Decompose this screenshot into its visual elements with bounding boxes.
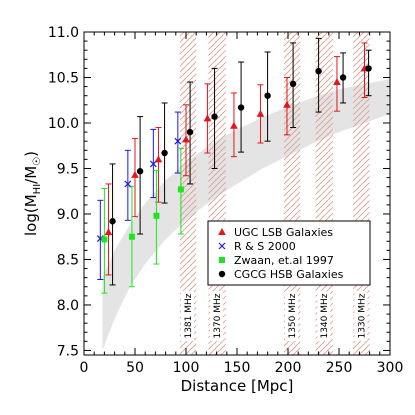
data-point-circle (237, 104, 245, 111)
data-point-triangle (104, 228, 113, 236)
data-point-cross-stroke (149, 160, 157, 168)
markers-layer (96, 64, 372, 243)
y-tick-label: 8.5 (57, 252, 79, 268)
legend-marker-triangle (218, 228, 226, 235)
data-point-cross (174, 137, 182, 145)
data-point-triangle (283, 100, 291, 108)
frequency-band-label-group: 1381 MHz (181, 291, 194, 341)
frequency-band-label: 1330 MHz (357, 293, 367, 338)
data-point-triangle (230, 121, 238, 129)
legend-marker-circle (218, 270, 226, 278)
sensitivity-band (102, 79, 391, 351)
data-point-circle (161, 149, 168, 157)
legend-label: CGCG HSB Galaxies (234, 268, 344, 281)
frequency-band-label-group: 1370 MHz (210, 291, 224, 341)
data-point-triangle (154, 155, 163, 163)
x-tick-label: 250 (326, 360, 353, 376)
data-point-cross-stroke (124, 180, 132, 188)
x-tick-label: 50 (126, 360, 144, 376)
data-point-square (153, 212, 160, 219)
x-tick-label: 100 (173, 360, 200, 376)
data-point-triangle (203, 114, 212, 122)
legend-box (207, 220, 371, 286)
data-point-triangle (333, 78, 341, 86)
data-point-triangle (256, 109, 265, 117)
data-point-triangle (182, 135, 190, 143)
data-point-triangle (131, 170, 139, 178)
x-axis-title: Distance [Mpc] (181, 377, 294, 395)
sensitivity-band-layer (102, 79, 391, 351)
frequency-band-label-bg (285, 291, 299, 341)
x-tick-label: 300 (377, 360, 404, 376)
frequency-band-label-group: 1340 MHz (317, 291, 331, 341)
legend-label: R & S 2000 (234, 240, 296, 253)
x-tick-label: 150 (224, 360, 251, 376)
frequency-band-label: 1370 MHz (213, 293, 223, 338)
frequency-band-label-bg (354, 291, 368, 341)
data-point-circle (109, 218, 116, 225)
frequency-band (179, 32, 197, 355)
data-point-square (177, 186, 184, 193)
y-tick-label: 9.5 (57, 161, 79, 177)
frequency-band-label: 1340 MHz (320, 293, 330, 338)
x-tick-label: 0 (80, 360, 89, 376)
legend-marker-cross (218, 242, 226, 250)
frequency-band-label-group: 1330 MHz (354, 291, 368, 341)
data-point-cross-stroke (174, 137, 182, 145)
y-tick-label: 8.0 (57, 298, 79, 314)
data-point-cross (149, 160, 157, 168)
data-point-circle (136, 168, 144, 175)
x-tick-label: 200 (275, 360, 302, 376)
data-point-circle (264, 92, 271, 99)
legend-marker-square (219, 257, 225, 263)
y-tick-label: 9.0 (57, 207, 79, 223)
legend-label: Zwaan, et.al 1997 (234, 254, 334, 267)
data-point-square (128, 233, 135, 240)
y-axis-title: log(MHI/M☉) (22, 151, 43, 236)
frequency-band-label: 1350 MHz (288, 293, 298, 338)
y-tick-label: 11.0 (48, 25, 79, 41)
data-point-circle (315, 67, 322, 75)
axes-layer: 0 50 100 150 200 250 300 7.5 8.0 8.5 9.0 9.5 10.0 10.… (22, 25, 403, 395)
y-tick-label: 10.5 (48, 70, 79, 86)
data-point-circle (289, 80, 297, 88)
frequency-band-label-bg (317, 291, 331, 341)
frequency-band-label: 1381 MHz (184, 293, 194, 338)
data-point-square (101, 236, 108, 243)
legend-marker-cross-stroke (218, 242, 226, 250)
y-tick-label: 10.0 (48, 116, 79, 132)
data-point-circle (365, 65, 372, 72)
legend-label: UGC LSB Galaxies (234, 226, 333, 239)
data-point-circle (211, 113, 218, 120)
data-point-circle (339, 74, 347, 81)
frequency-band-label-bg (210, 291, 224, 341)
data-point-circle (186, 128, 194, 136)
frequency-band-label-group: 1350 MHz (285, 291, 299, 341)
frequency-band-label-bg (181, 291, 194, 341)
data-point-cross (124, 180, 132, 188)
y-tick-label: 7.5 (57, 343, 79, 359)
